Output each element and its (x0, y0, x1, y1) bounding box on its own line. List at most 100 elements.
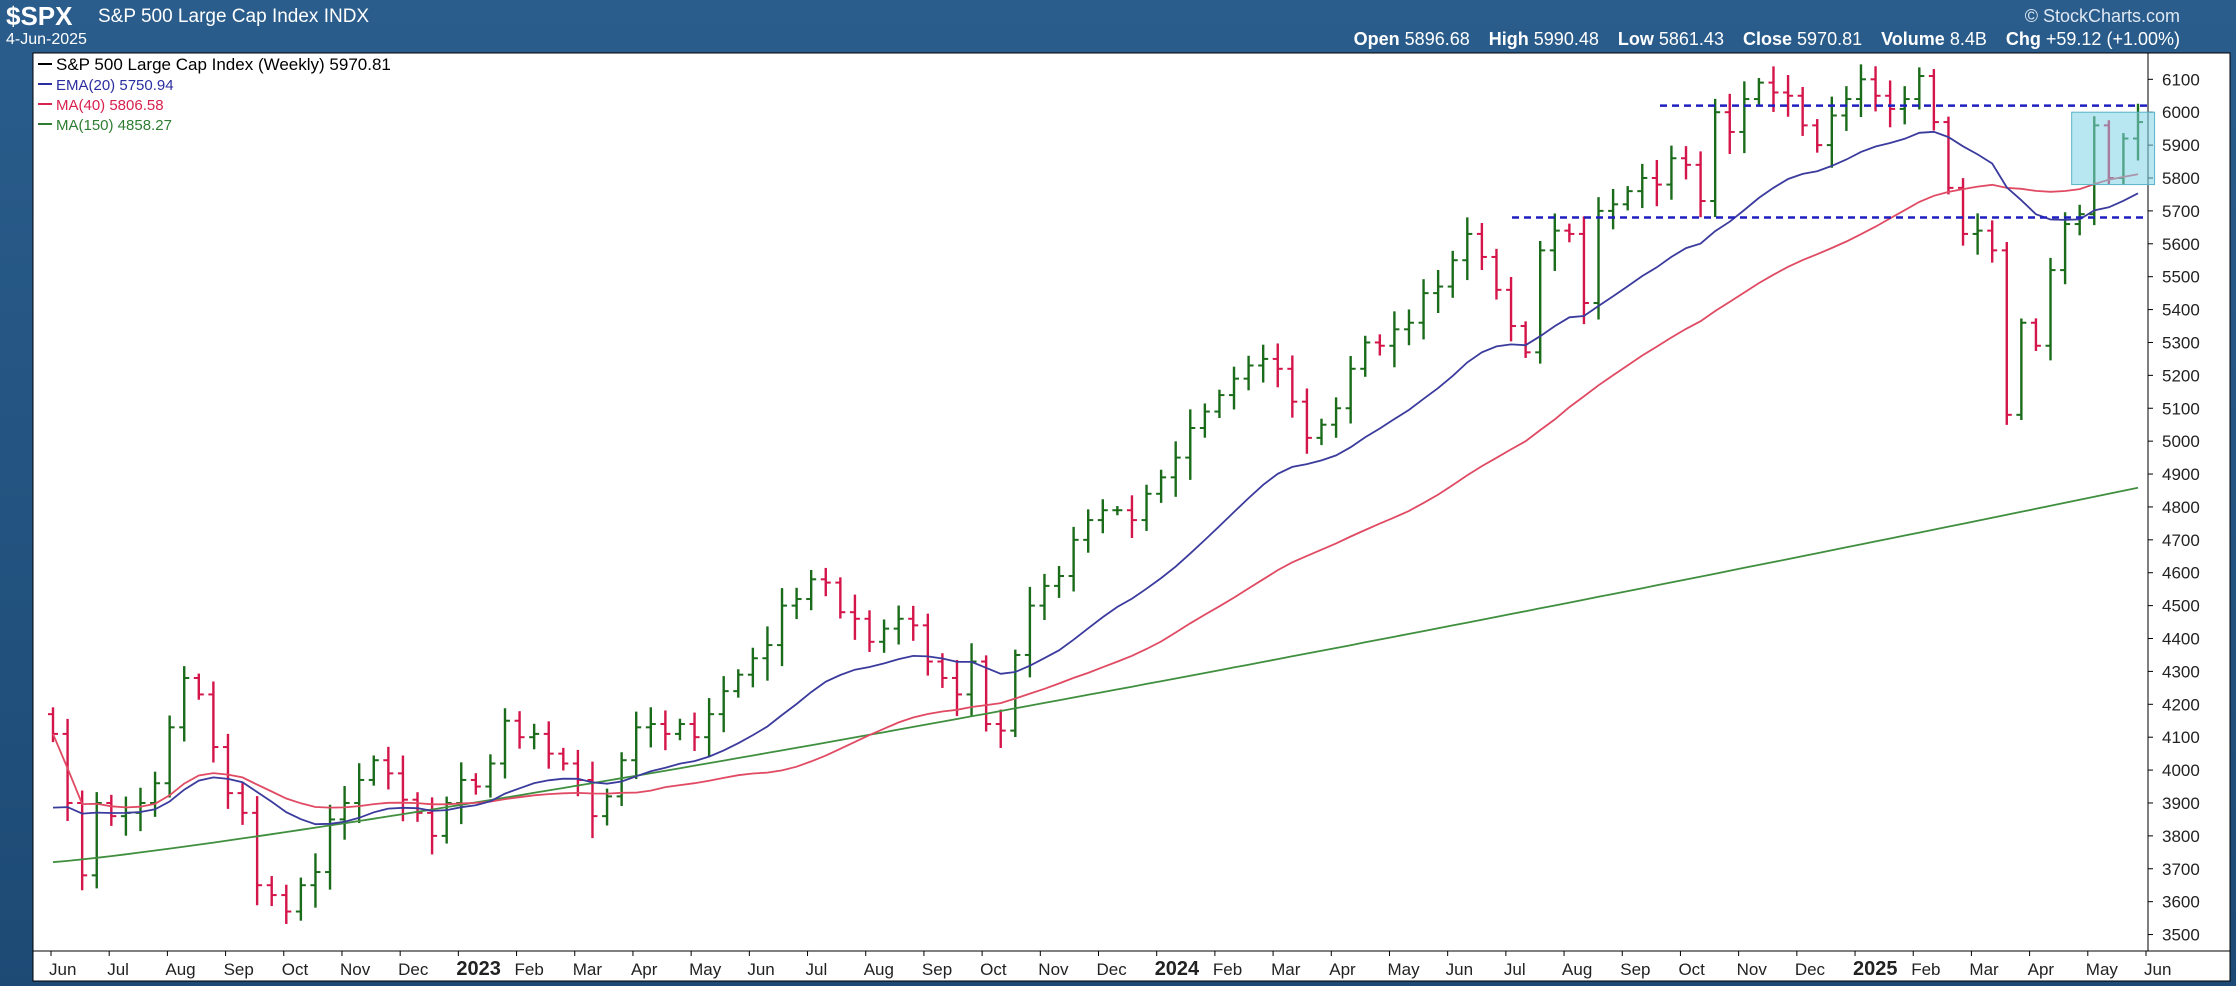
price-bar (645, 707, 656, 748)
price-bar (1403, 309, 1414, 346)
price-bars (48, 64, 2143, 924)
price-bar (616, 752, 627, 806)
legend-entry: S&P 500 Large Cap Index (Weekly) 5970.81 (56, 55, 391, 74)
price-bar (470, 773, 481, 795)
price-bar (820, 567, 831, 597)
price-bar (747, 647, 758, 688)
x-tick-label: Aug (864, 960, 894, 979)
price-bar (558, 747, 569, 771)
price-bar (704, 698, 715, 757)
legend-entry: MA(150) 4858.27 (56, 117, 172, 134)
price-bar (1360, 335, 1371, 377)
x-tick-label: Jun (1446, 960, 1473, 979)
legend: S&P 500 Large Cap Index (Weekly) 5970.81… (38, 55, 391, 134)
price-bar (252, 796, 263, 906)
price-bar (674, 718, 685, 741)
price-bar (1855, 64, 1866, 118)
y-tick-label: 4100 (2162, 728, 2200, 747)
x-tick-label: Jun (49, 960, 76, 979)
close-label: Close (1742, 29, 1793, 49)
price-bar (1024, 586, 1035, 678)
x-tick-label: Dec (1795, 960, 1826, 979)
y-tick-label: 3600 (2162, 893, 2200, 912)
price-bar (1914, 67, 1925, 110)
y-tick-label: 5800 (2162, 169, 2200, 188)
y-tick-label: 6100 (2162, 70, 2200, 89)
price-bar (1637, 163, 1648, 209)
price-bar (193, 673, 204, 700)
price-bar (879, 619, 890, 653)
price-bar (266, 876, 277, 907)
price-bar (281, 884, 292, 924)
x-tick-label: Dec (1097, 960, 1128, 979)
x-tick-label: Mar (573, 960, 603, 979)
price-bar (1156, 469, 1167, 503)
x-tick-label: Sep (224, 960, 254, 979)
price-bar (1987, 220, 1998, 263)
price-bar (1564, 223, 1575, 243)
highlight-box (2071, 111, 2156, 186)
y-tick-label: 5600 (2162, 235, 2200, 254)
ma40-line (52, 173, 2139, 809)
price-bar (325, 804, 336, 890)
price-bar (1753, 78, 1764, 105)
price-bar (1870, 66, 1881, 112)
legend-entry: EMA(20) 5750.94 (56, 77, 174, 94)
price-bar (179, 666, 190, 742)
price-bar (499, 708, 510, 779)
y-tick-label: 4200 (2162, 695, 2200, 714)
price-bar (689, 712, 700, 751)
low-value: 5861.43 (1658, 29, 1724, 49)
price-bar (1797, 86, 1808, 136)
y-axis-panel (2147, 52, 2231, 952)
change-label: Chg (2005, 29, 2041, 49)
price-bar (91, 792, 102, 889)
y-tick-label: 4300 (2162, 662, 2200, 681)
y-tick-label: 3700 (2162, 860, 2200, 879)
price-bar (922, 613, 933, 676)
price-bar (1535, 240, 1546, 364)
y-tick-label: 3800 (2162, 827, 2200, 846)
volume-label: Volume (1881, 29, 1945, 49)
x-tick-label: Aug (1562, 960, 1592, 979)
y-tick-label: 4700 (2162, 531, 2200, 550)
price-bar (1841, 86, 1852, 131)
price-bar (1083, 509, 1094, 553)
price-bar (368, 755, 379, 786)
ohlc-summary: Open 5896.68 High 5990.48 Low 5861.43 Cl… (1354, 29, 2180, 50)
open-label: Open (1353, 29, 1400, 49)
ma150-line (52, 486, 2139, 864)
price-bar (806, 569, 817, 611)
price-bar (164, 715, 175, 798)
x-tick-label: 2023 (456, 958, 501, 980)
price-bar (543, 721, 554, 769)
price-bar (587, 761, 598, 839)
price-bar (1462, 217, 1473, 281)
price-bar (1199, 403, 1210, 438)
price-bar (1010, 649, 1021, 737)
price-bar (908, 605, 919, 641)
price-bar (1054, 565, 1065, 598)
price-bar (1229, 366, 1240, 410)
price-bar (1141, 484, 1152, 531)
plot-area (32, 52, 2149, 952)
x-tick-label: Oct (980, 960, 1007, 979)
stockcharts-logo: © StockCharts.com (2024, 6, 2180, 26)
x-tick-label: 2024 (1155, 958, 1200, 980)
x-tick-label: Apr (2028, 960, 2055, 979)
price-bar (1506, 277, 1517, 342)
price-bar (835, 577, 846, 619)
change-value: +59.12 (+1.00%) (2045, 29, 2180, 49)
x-tick-label: Feb (515, 960, 544, 979)
price-bar (1476, 223, 1487, 271)
y-tick-label: 5400 (2162, 301, 2200, 320)
exchange: INDX (323, 6, 370, 27)
price-bar (1345, 356, 1356, 424)
price-bar (1710, 98, 1721, 217)
price-bar (1739, 81, 1750, 154)
price-bar (1389, 311, 1400, 368)
price-bar (1447, 250, 1458, 298)
index-title: S&P 500 Large Cap Index (98, 6, 319, 27)
price-bar (1491, 248, 1502, 300)
